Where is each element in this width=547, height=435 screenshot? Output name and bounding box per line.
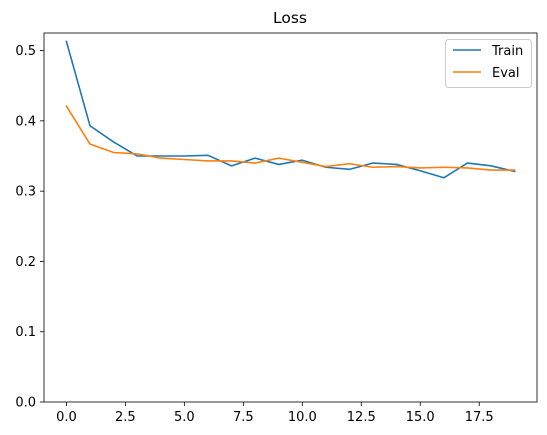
y-tick-label: 0.3 [15, 185, 36, 200]
x-tick-label: 17.5 [465, 410, 494, 425]
x-tick-label: 10.0 [288, 410, 317, 425]
y-axis-ticks: 0.0 0.1 0.2 0.3 0.4 0.5 [15, 44, 44, 411]
legend-label-train: Train [491, 44, 523, 59]
x-tick-label: 0.0 [56, 410, 77, 425]
y-tick-label: 0.1 [15, 325, 36, 340]
x-tick-label: 15.0 [406, 410, 435, 425]
y-tick-label: 0.4 [15, 114, 36, 129]
x-axis-ticks: 0.0 2.5 5.0 7.5 10.0 12.5 15.0 17.5 [56, 402, 494, 425]
legend-box [445, 39, 532, 88]
x-tick-label: 2.5 [115, 410, 136, 425]
plot-area-frame [43, 32, 538, 403]
series-line-train [65, 40, 516, 179]
legend: Train Eval [445, 39, 532, 88]
x-tick-label: 12.5 [347, 410, 376, 425]
series-line-eval [65, 104, 516, 171]
legend-label-eval: Eval [492, 66, 520, 81]
y-tick-label: 0.0 [15, 396, 36, 411]
x-tick-label: 7.5 [233, 410, 254, 425]
x-tick-label: 5.0 [174, 410, 195, 425]
chart-title: Loss [273, 9, 307, 27]
series-lines [65, 40, 516, 179]
y-tick-label: 0.5 [15, 44, 36, 59]
y-tick-label: 0.2 [15, 255, 36, 270]
